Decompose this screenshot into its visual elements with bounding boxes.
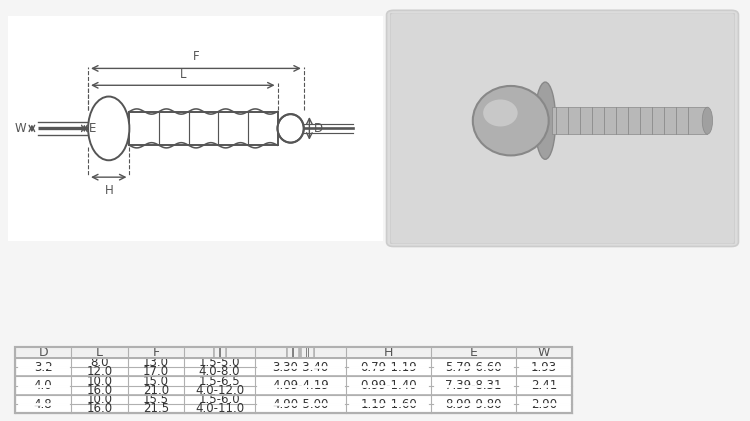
Text: 4.09-4.19: 4.09-4.19 xyxy=(272,379,329,392)
Text: 13.0: 13.0 xyxy=(143,356,169,369)
Text: 板孔直径: 板孔直径 xyxy=(286,346,316,359)
FancyBboxPatch shape xyxy=(2,10,388,247)
Text: 1.5-6.5: 1.5-6.5 xyxy=(199,375,240,387)
Text: E: E xyxy=(470,346,478,359)
Text: 4.8: 4.8 xyxy=(34,398,53,410)
FancyBboxPatch shape xyxy=(390,13,735,244)
Text: L: L xyxy=(96,346,103,359)
Text: 15.0: 15.0 xyxy=(143,375,169,387)
Text: 7.39-8.31: 7.39-8.31 xyxy=(446,379,502,392)
Text: 0.99-1.40: 0.99-1.40 xyxy=(361,379,417,392)
Text: 21.0: 21.0 xyxy=(143,384,169,397)
Ellipse shape xyxy=(472,86,549,155)
Text: 板厘: 板厘 xyxy=(212,346,227,359)
Text: H: H xyxy=(104,184,113,197)
Text: 4.0: 4.0 xyxy=(34,379,53,392)
Ellipse shape xyxy=(278,114,304,143)
Bar xyxy=(15,347,572,413)
Text: 3.30-3.40: 3.30-3.40 xyxy=(272,361,328,373)
Text: W: W xyxy=(538,346,550,359)
Ellipse shape xyxy=(535,82,556,159)
Text: W: W xyxy=(15,122,26,135)
Text: 3.2: 3.2 xyxy=(34,361,53,373)
Ellipse shape xyxy=(483,99,518,126)
Text: 1.5-6.0: 1.5-6.0 xyxy=(199,393,240,406)
Text: H: H xyxy=(384,346,394,359)
Text: D: D xyxy=(314,122,323,135)
Text: 12.0: 12.0 xyxy=(86,365,112,378)
Text: 5.79-6.60: 5.79-6.60 xyxy=(446,361,502,373)
Text: 21.5: 21.5 xyxy=(143,402,169,415)
Bar xyxy=(15,347,572,413)
Ellipse shape xyxy=(284,120,298,136)
FancyBboxPatch shape xyxy=(386,10,739,246)
Text: 4.0-11.0: 4.0-11.0 xyxy=(195,402,244,415)
Text: F: F xyxy=(193,50,200,63)
Text: 16.0: 16.0 xyxy=(86,402,112,415)
Text: 10.0: 10.0 xyxy=(86,393,112,406)
Text: 4.0-12.0: 4.0-12.0 xyxy=(195,384,244,397)
Text: 17.0: 17.0 xyxy=(143,365,169,378)
Text: 16.0: 16.0 xyxy=(86,384,112,397)
Text: 1.5-5.0: 1.5-5.0 xyxy=(199,356,240,369)
Text: E: E xyxy=(88,122,96,135)
Text: F: F xyxy=(152,346,160,359)
Text: 4.90-5.00: 4.90-5.00 xyxy=(272,398,328,410)
Ellipse shape xyxy=(702,107,712,134)
Text: 2.90: 2.90 xyxy=(531,398,557,410)
FancyBboxPatch shape xyxy=(552,107,707,134)
Text: 8.99-9.80: 8.99-9.80 xyxy=(446,398,502,410)
Text: 15.5: 15.5 xyxy=(143,393,169,406)
Ellipse shape xyxy=(88,96,129,160)
Text: 1.19-1.60: 1.19-1.60 xyxy=(361,398,417,410)
Text: D: D xyxy=(38,346,48,359)
Text: 2.41: 2.41 xyxy=(531,379,557,392)
Text: 4.0-8.0: 4.0-8.0 xyxy=(199,365,240,378)
Text: 8.0: 8.0 xyxy=(90,356,109,369)
Text: 0.79-1.19: 0.79-1.19 xyxy=(361,361,417,373)
Bar xyxy=(15,347,572,358)
Text: 10.0: 10.0 xyxy=(86,375,112,387)
Text: 1.93: 1.93 xyxy=(531,361,557,373)
Text: L: L xyxy=(179,68,186,81)
